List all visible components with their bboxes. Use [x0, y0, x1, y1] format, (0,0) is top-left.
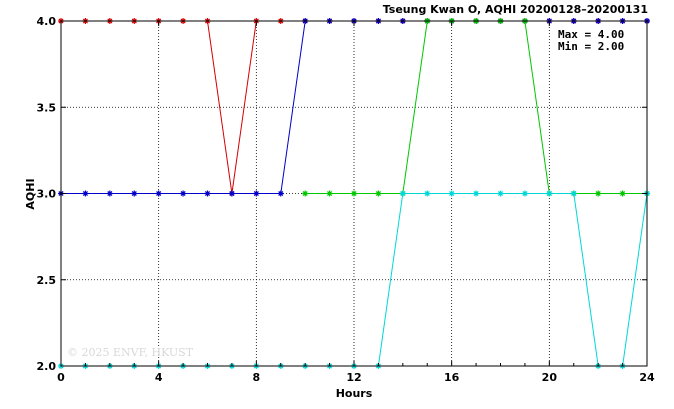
series-4-point: [497, 190, 504, 197]
chart-title: Tseung Kwan O, AQHI 20200128–20200131: [383, 3, 648, 16]
series-4-point: [424, 190, 431, 197]
y-tick-label: 2.0: [37, 360, 57, 373]
series-4-point: [448, 190, 455, 197]
y-tick-label: 3.5: [37, 101, 57, 114]
series-3-point: [619, 190, 626, 197]
grid-lines: [61, 21, 647, 366]
series-3-point: [351, 190, 357, 197]
x-tick-label: 24: [639, 371, 655, 384]
series-3-point: [326, 190, 333, 197]
series-4-point: [570, 190, 577, 197]
series-2-point: [228, 190, 235, 197]
x-axis-label: Hours: [336, 387, 373, 400]
series-4-point: [473, 190, 480, 197]
y-axis-label: AQHI: [24, 178, 37, 209]
series-3-point: [302, 190, 309, 197]
series-2-point: [277, 190, 284, 197]
x-tick-label: 4: [155, 371, 163, 384]
watermark-copyright: © 2025 ENVF, HKUST: [67, 346, 194, 359]
x-tick-label: 12: [346, 371, 361, 384]
series-2-point: [155, 190, 162, 197]
min-value-label: Min = 2.00: [558, 40, 624, 53]
x-tick-label: 16: [444, 371, 460, 384]
series-2-point: [106, 190, 113, 197]
y-tick-label: 2.5: [37, 274, 57, 287]
axis-ticks: 0 4 8 12 16 20 24 2.0 2.5 3.0 3.5 4.0: [37, 15, 655, 384]
series-4-point: [521, 190, 528, 197]
x-tick-label: 8: [253, 371, 261, 384]
series-3-point: [595, 190, 602, 197]
series-4-point: [546, 190, 553, 197]
series-2-point: [204, 190, 211, 197]
series-4-point: [399, 190, 406, 197]
max-value-label: Max = 4.00: [558, 28, 624, 41]
series-2-point: [180, 190, 187, 197]
series-2-point: [253, 190, 260, 197]
series-2-point: [82, 190, 89, 197]
y-tick-label: 4.0: [37, 15, 57, 28]
y-tick-label: 3.0: [37, 188, 57, 201]
series-3-point: [375, 190, 382, 197]
x-tick-label: 20: [542, 371, 558, 384]
x-tick-label: 0: [57, 371, 65, 384]
series-2-point: [131, 190, 138, 197]
